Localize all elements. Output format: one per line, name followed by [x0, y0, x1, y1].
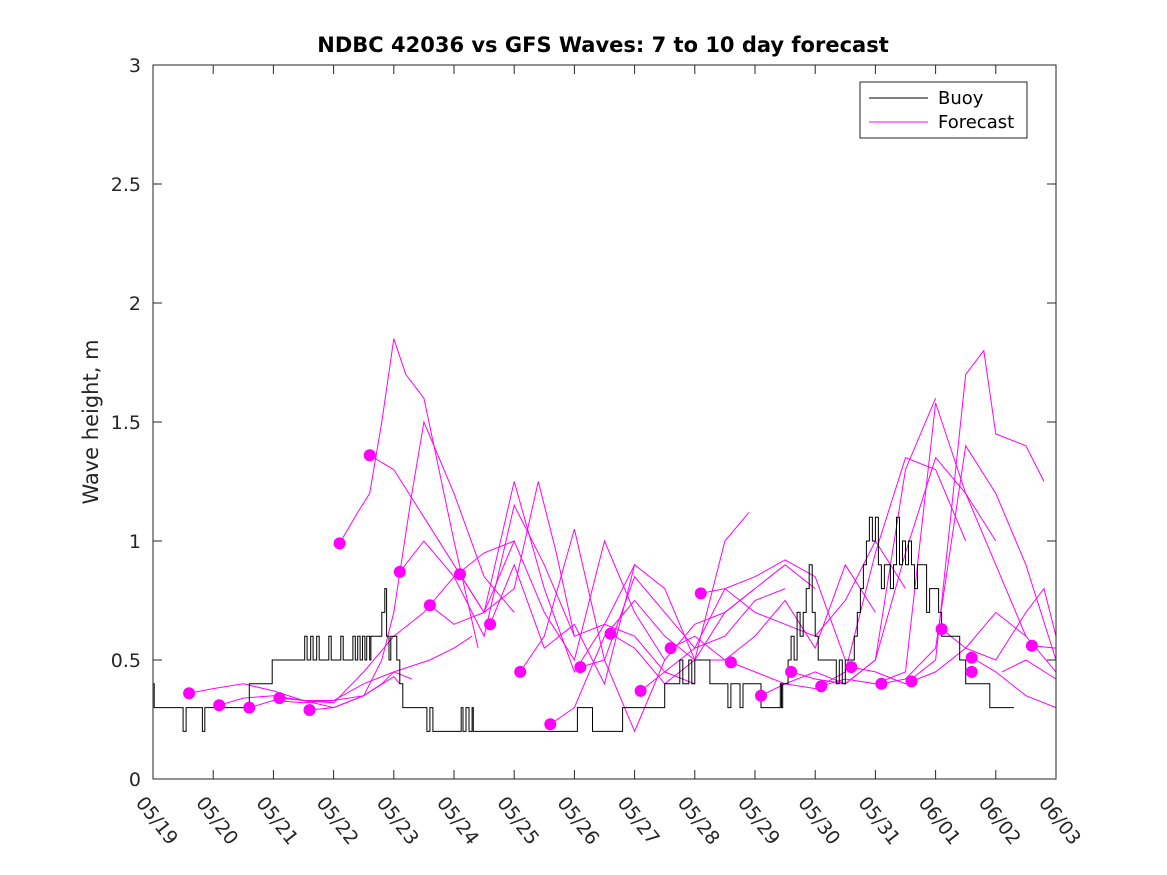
series-layer — [153, 338, 1057, 733]
forecast-marker-2 — [243, 701, 256, 714]
forecast-marker-24 — [905, 675, 918, 688]
forecast-marker-9 — [454, 568, 466, 581]
y-tick-label-2: 1 — [129, 531, 141, 553]
forecast-marker-28 — [1025, 639, 1038, 652]
forecast-marker-1 — [213, 699, 226, 712]
forecast-marker-6 — [363, 449, 376, 462]
legend-label-buoy: Buoy — [938, 88, 984, 109]
forecast-marker-17 — [694, 587, 707, 600]
forecast-line-12 — [550, 512, 750, 725]
forecast-line-8 — [429, 539, 666, 662]
forecast-marker-20 — [785, 665, 798, 678]
forecast-marker-21 — [815, 680, 828, 693]
forecast-line-25 — [941, 587, 1057, 661]
chart-title: NDBC 42036 vs GFS Waves: 7 to 10 day for… — [317, 33, 888, 57]
forecast-marker-16 — [664, 642, 677, 655]
y-axis-label: Wave height, m — [79, 339, 103, 504]
legend-box — [859, 81, 1028, 139]
forecast-marker-8 — [423, 599, 436, 612]
forecast-marker-25 — [935, 623, 948, 636]
forecast-marker-5 — [333, 537, 346, 550]
forecast-marker-27 — [965, 665, 978, 678]
forecast-marker-11 — [514, 665, 527, 678]
forecast-line-13 — [580, 575, 786, 668]
forecast-line-23 — [881, 444, 1057, 685]
forecast-marker-15 — [634, 684, 647, 697]
forecast-line-27 — [1001, 659, 1057, 680]
forecast-line-5 — [339, 338, 479, 649]
forecast-marker-13 — [574, 661, 587, 674]
forecast-marker-18 — [724, 656, 737, 669]
forecast-line-14 — [610, 564, 816, 685]
forecast-line-15 — [640, 559, 846, 692]
forecast-marker-22 — [845, 661, 858, 674]
forecast-line-20 — [790, 456, 997, 685]
buoy-line — [153, 516, 1014, 732]
forecast-marker-26 — [965, 651, 978, 664]
legend-label-forecast: Forecast — [938, 112, 1014, 133]
forecast-marker-7 — [393, 565, 406, 578]
y-tick-label-0: 0 — [129, 769, 141, 791]
y-tick-label-1: 0.5 — [111, 650, 141, 672]
forecast-line-7 — [399, 503, 636, 638]
forecast-marker-10 — [484, 618, 497, 631]
forecast-line-18 — [730, 398, 937, 685]
legend: Buoy Forecast — [859, 81, 1028, 139]
y-tick-label-6: 3 — [129, 55, 141, 77]
forecast-marker-14 — [604, 627, 617, 640]
forecast-line-22 — [851, 349, 1045, 685]
y-tick-label-5: 2.5 — [111, 174, 141, 196]
forecast-line-21 — [821, 402, 1027, 687]
forecast-marker-4 — [303, 704, 316, 716]
y-tick-label-3: 1.5 — [111, 412, 141, 434]
forecast-marker-19 — [755, 689, 767, 702]
forecast-marker-12 — [544, 718, 557, 731]
forecast-line-26 — [971, 657, 1057, 709]
forecast-line-11 — [519, 528, 756, 733]
forecast-marker-3 — [273, 692, 286, 705]
forecast-marker-0 — [183, 687, 196, 700]
y-tick-label-4: 2 — [129, 293, 141, 315]
forecast-line-9 — [459, 481, 695, 685]
forecast-marker-23 — [875, 677, 888, 690]
forecast-line-4 — [309, 420, 515, 711]
